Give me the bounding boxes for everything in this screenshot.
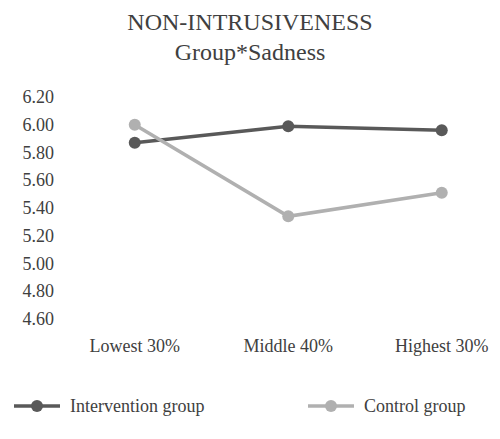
point bbox=[129, 137, 141, 149]
point bbox=[436, 124, 448, 136]
y-tick-label: 5.20 bbox=[23, 226, 55, 246]
x-tick-label: Middle 40% bbox=[244, 336, 334, 356]
point bbox=[282, 210, 294, 222]
series-line bbox=[135, 125, 442, 217]
point bbox=[436, 187, 448, 199]
legend: Intervention group Control group bbox=[14, 396, 466, 416]
y-tick-label: 6.00 bbox=[23, 115, 55, 135]
legend-label: Intervention group bbox=[70, 396, 204, 416]
x-tick-label: Highest 30% bbox=[395, 336, 489, 356]
y-tick-label: 5.80 bbox=[23, 143, 55, 163]
legend-marker bbox=[325, 400, 337, 412]
point bbox=[282, 120, 294, 132]
x-tick-label: Lowest 30% bbox=[90, 336, 180, 356]
y-tick-label: 4.80 bbox=[23, 281, 55, 301]
plot-area bbox=[129, 119, 448, 223]
chart: NON-INTRUSIVENESS Group*Sadness 4.60 4.80 5.… bbox=[0, 0, 500, 439]
legend-marker bbox=[31, 400, 43, 412]
y-tick-label: 5.60 bbox=[23, 170, 55, 190]
y-tick-label: 5.00 bbox=[23, 254, 55, 274]
y-tick-label: 4.60 bbox=[23, 309, 55, 329]
subtitle: Group*Sadness bbox=[175, 39, 326, 65]
y-axis: 4.60 4.80 5.00 5.20 5.40 5.60 5.80 6.00 6.20 bbox=[23, 87, 55, 329]
y-tick-label: 5.40 bbox=[23, 198, 55, 218]
x-axis: Lowest 30% Middle 40% Highest 30% bbox=[90, 336, 489, 356]
y-tick-label: 6.20 bbox=[23, 87, 55, 107]
legend-label: Control group bbox=[364, 396, 466, 416]
point bbox=[129, 119, 141, 131]
title: NON-INTRUSIVENESS bbox=[127, 9, 372, 35]
